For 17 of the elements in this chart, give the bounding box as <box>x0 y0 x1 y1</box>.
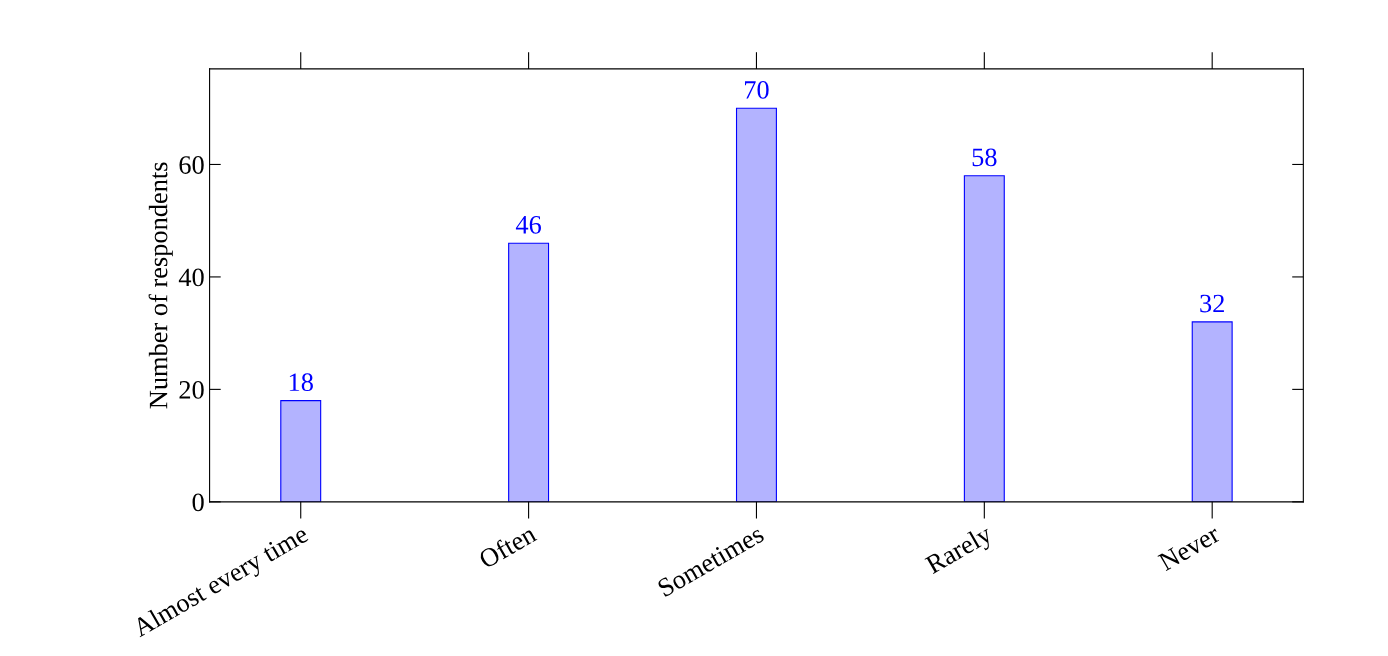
x-tick-label: Never <box>1157 524 1222 572</box>
data-label: 70 <box>745 80 769 99</box>
y-tick-label: 40 <box>178 268 204 287</box>
y-axis-title: Number of respondents <box>148 162 173 409</box>
bar <box>1191 321 1233 502</box>
bar <box>508 242 550 502</box>
bar <box>735 107 777 502</box>
bar <box>280 400 322 502</box>
y-tick-label: 0 <box>192 493 204 512</box>
data-label: 46 <box>515 215 541 234</box>
x-tick-label: Often <box>477 523 538 569</box>
data-label: 18 <box>289 373 313 392</box>
y-tick-label: 60 <box>179 156 204 174</box>
bar <box>963 175 1005 502</box>
data-label: 32 <box>1200 294 1224 313</box>
y-tick-label: 20 <box>179 380 204 399</box>
data-label: 58 <box>972 148 997 167</box>
